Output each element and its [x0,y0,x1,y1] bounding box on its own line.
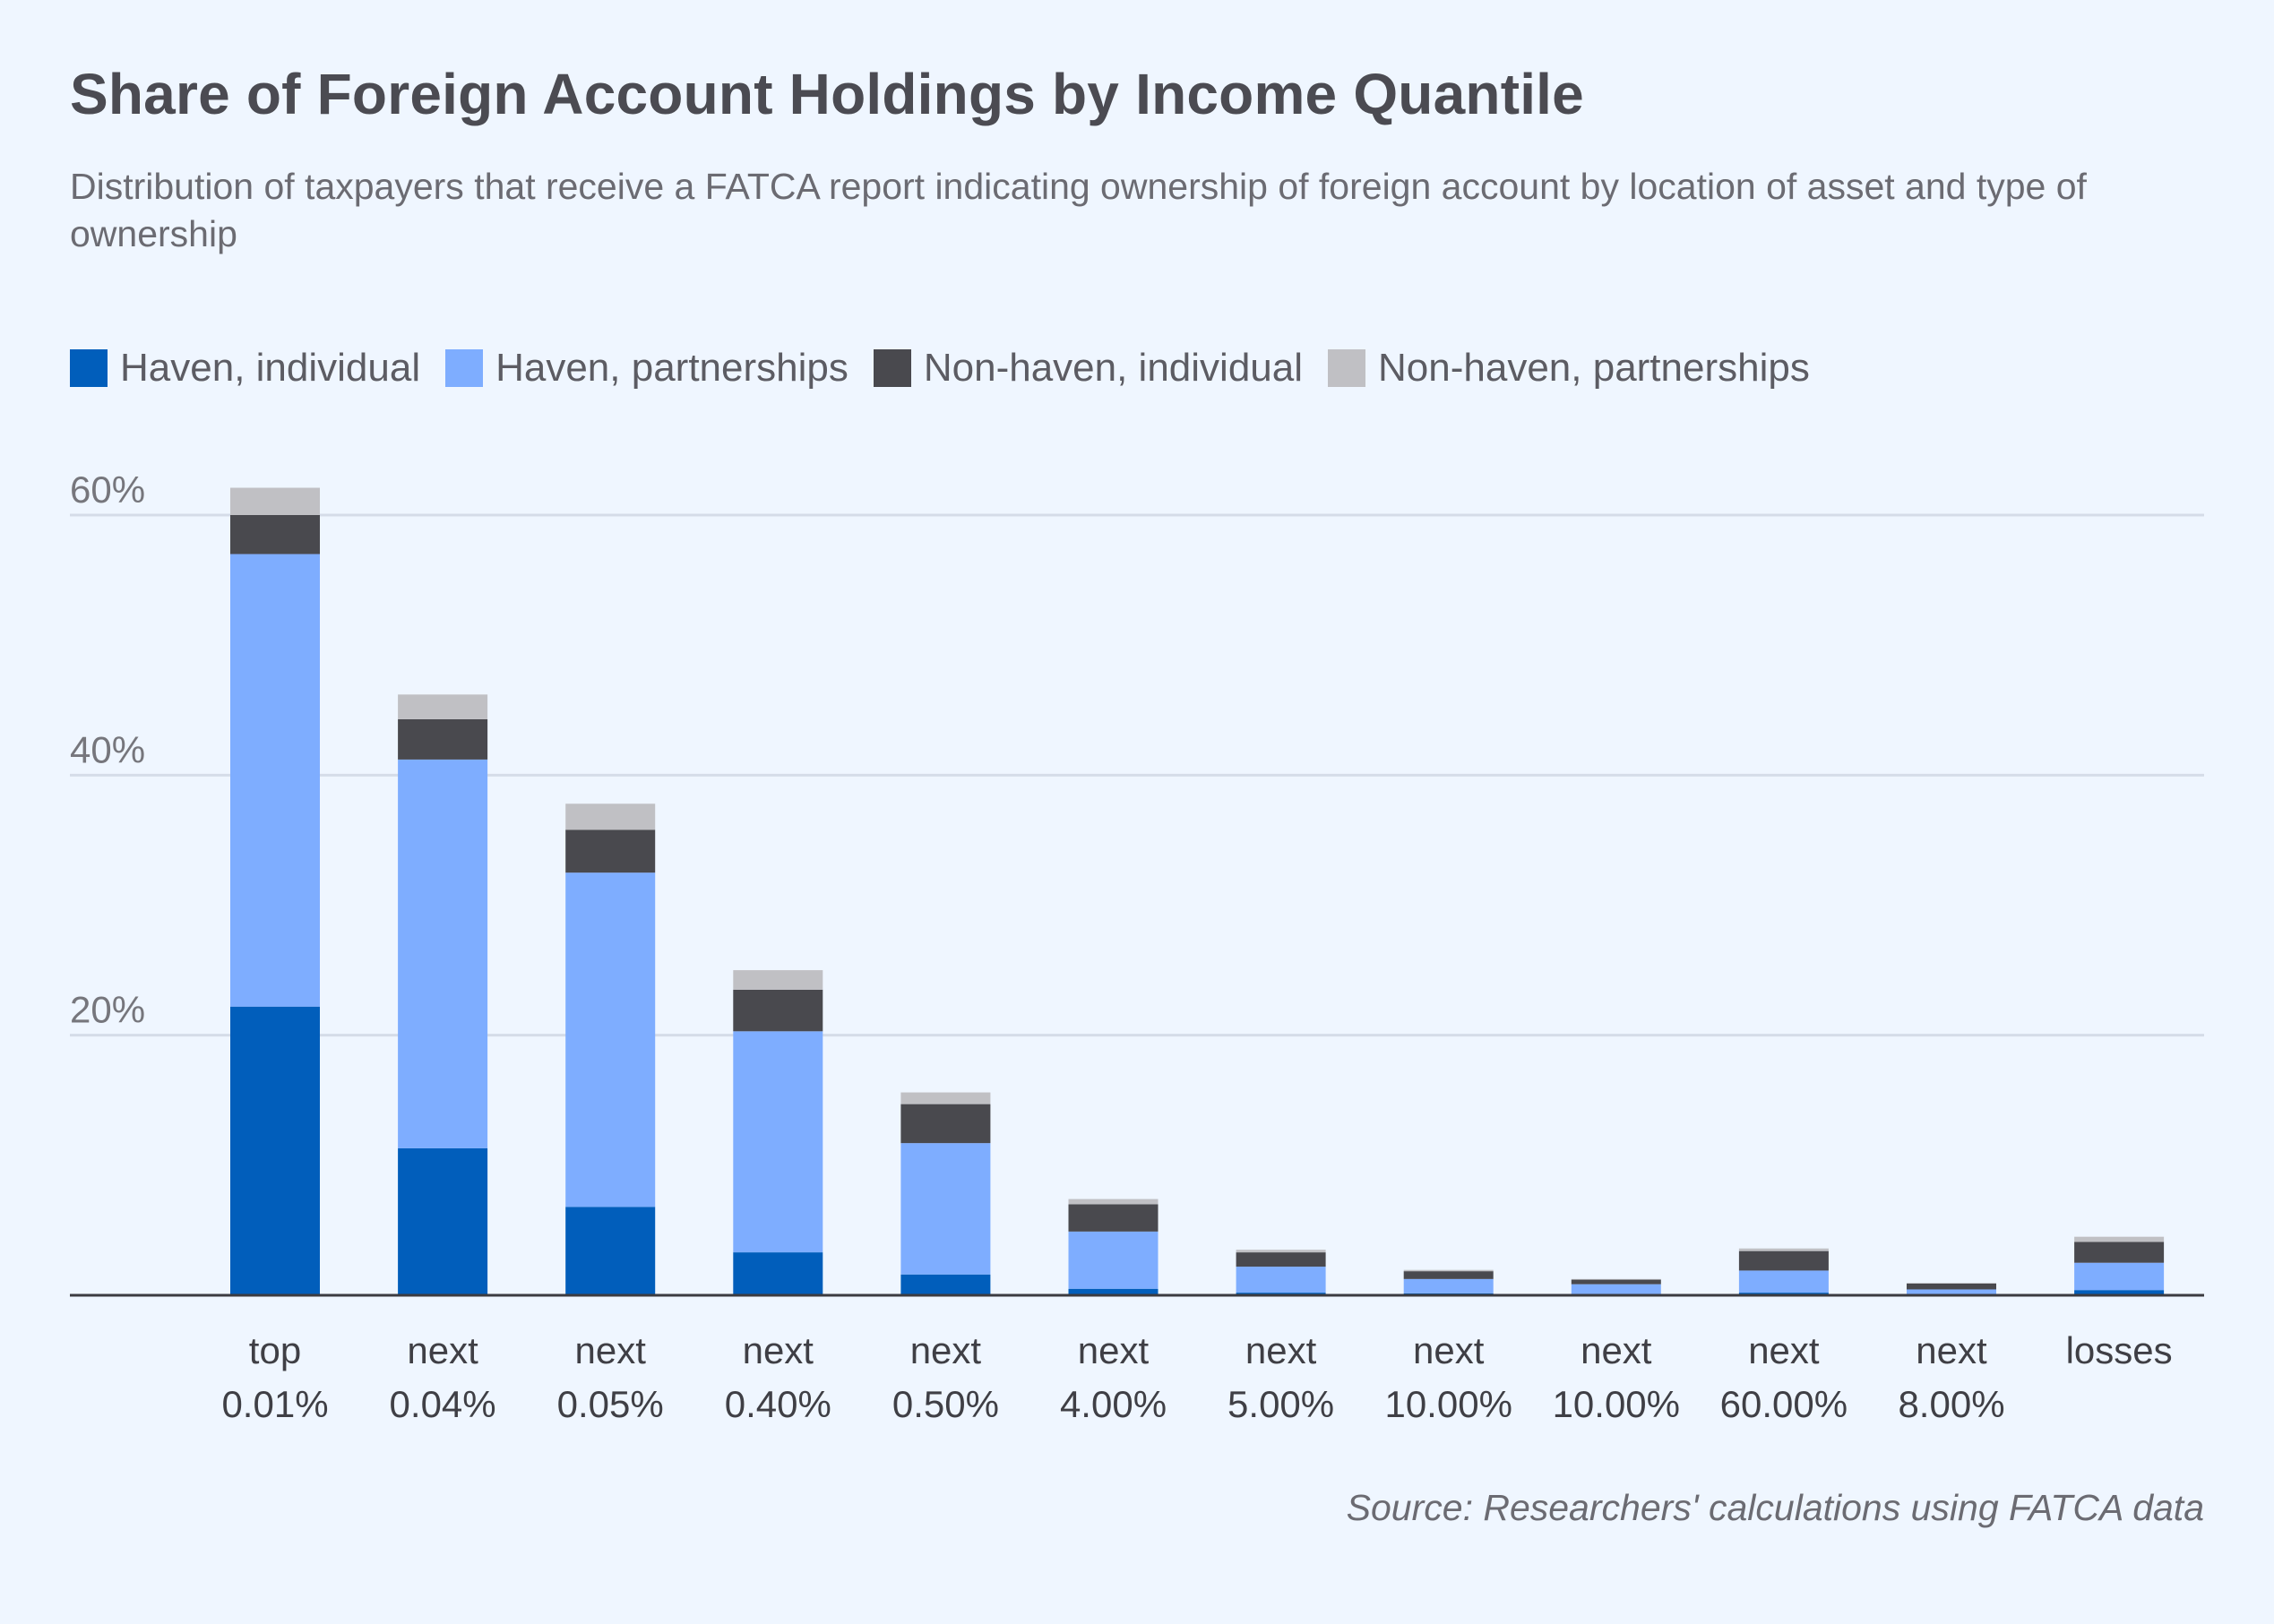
x-tick-label-8-0: next [1581,1329,1652,1371]
bar-haven-partnerships-3 [733,1031,823,1253]
bar-non-haven-partnerships-2 [565,803,656,830]
bar-non-haven-partnerships-9 [1738,1248,1829,1251]
legend-item-non-haven-partnerships: Non-haven, partnerships [1328,346,1810,391]
bar-non-haven-individual-0 [230,515,320,554]
bar-haven-partnerships-2 [565,872,656,1207]
bar-haven-individual-11 [2074,1290,2165,1295]
bar-non-haven-partnerships-5 [1068,1199,1159,1205]
legend-swatch-haven-individual [70,349,108,387]
legend: Haven, individual Haven, partnerships No… [70,346,1835,391]
bar-haven-individual-3 [733,1252,823,1295]
legend-item-non-haven-individual: Non-haven, individual [873,346,1304,391]
x-tick-label-7-1: 10.00% [1384,1383,1512,1425]
x-tick-label-0-0: top [249,1329,301,1371]
source-note: Source: Researchers' calculations using … [1346,1487,2204,1528]
legend-swatch-non-haven-individual [873,349,911,387]
x-tick-label-5-1: 4.00% [1060,1383,1167,1425]
bar-haven-partnerships-10 [1907,1289,1996,1294]
x-tick-label-9-0: next [1748,1329,1820,1371]
y-tick-label-40: 40% [70,728,145,770]
bar-non-haven-partnerships-7 [1403,1269,1494,1272]
y-tick-label-60: 60% [70,468,145,511]
x-tick-label-10-1: 8.00% [1898,1383,2004,1425]
bar-haven-partnerships-6 [1236,1267,1326,1293]
bar-non-haven-partnerships-10 [1907,1283,1996,1284]
bar-haven-individual-5 [1068,1288,1159,1295]
legend-label-haven-partnerships: Haven, partnerships [495,346,848,390]
bar-non-haven-individual-6 [1236,1252,1326,1267]
bar-non-haven-individual-11 [2074,1242,2165,1263]
legend-swatch-haven-partnerships [445,349,484,387]
x-tick-label-3-1: 0.40% [725,1383,831,1425]
x-tick-label-10-0: next [1916,1329,1987,1371]
bar-non-haven-partnerships-11 [2074,1236,2165,1242]
legend-label-non-haven-partnerships: Non-haven, partnerships [1378,346,1810,390]
bar-non-haven-individual-9 [1738,1250,1829,1271]
x-tick-label-6-0: next [1245,1329,1317,1371]
x-tick-label-6-1: 5.00% [1227,1383,1334,1425]
bar-haven-partnerships-7 [1403,1278,1494,1293]
legend-item-haven-partnerships: Haven, partnerships [445,346,848,391]
bar-haven-partnerships-0 [230,554,320,1007]
legend-swatch-non-haven-partnerships [1328,349,1366,387]
bar-haven-partnerships-1 [398,759,488,1148]
bar-non-haven-individual-2 [565,829,656,873]
bar-non-haven-individual-1 [398,718,488,760]
x-tick-label-4-0: next [910,1329,982,1371]
chart-subtitle: Distribution of taxpayers that receive a… [70,166,2087,254]
chart-title: Share of Foreign Account Holdings by Inc… [70,62,1584,126]
bar-haven-partnerships-5 [1068,1231,1159,1289]
x-tick-label-2-0: next [575,1329,647,1371]
x-tick-label-7-0: next [1413,1329,1485,1371]
bar-non-haven-partnerships-8 [1571,1278,1661,1280]
bar-haven-individual-1 [398,1147,488,1295]
bar-non-haven-partnerships-1 [398,694,488,719]
bar-non-haven-partnerships-0 [230,487,320,515]
bar-non-haven-partnerships-6 [1236,1250,1326,1253]
bar-haven-individual-0 [230,1006,320,1295]
x-tick-label-9-1: 60.00% [1720,1383,1848,1425]
bar-non-haven-individual-8 [1571,1279,1661,1285]
bar-haven-partnerships-4 [900,1143,991,1275]
y-tick-label-20: 20% [70,989,145,1031]
bar-non-haven-individual-7 [1403,1271,1494,1279]
bar-non-haven-individual-5 [1068,1204,1159,1232]
bar-non-haven-individual-10 [1907,1283,1996,1290]
x-tick-label-2-1: 0.05% [557,1383,664,1425]
bar-haven-individual-2 [565,1207,656,1295]
bar-non-haven-partnerships-4 [900,1092,991,1104]
x-tick-label-11-0: losses [2066,1329,2173,1371]
bar-haven-partnerships-11 [2074,1262,2165,1291]
legend-label-haven-individual: Haven, individual [120,346,421,390]
bar-non-haven-individual-3 [733,989,823,1032]
x-tick-label-3-0: next [743,1329,814,1371]
bar-non-haven-partnerships-3 [733,970,823,990]
x-tick-label-5-0: next [1078,1329,1150,1371]
x-tick-label-0-1: 0.01% [221,1383,328,1425]
x-tick-label-4-1: 0.50% [892,1383,999,1425]
bar-non-haven-individual-4 [900,1104,991,1144]
bar-haven-partnerships-9 [1738,1270,1829,1293]
bar-haven-partnerships-8 [1571,1284,1661,1294]
legend-label-non-haven-individual: Non-haven, individual [923,346,1304,390]
bar-haven-individual-4 [900,1274,991,1295]
legend-item-haven-individual: Haven, individual [70,346,420,391]
x-tick-label-1-1: 0.04% [390,1383,496,1425]
x-tick-label-1-0: next [407,1329,478,1371]
x-tick-label-8-1: 10.00% [1553,1383,1680,1425]
